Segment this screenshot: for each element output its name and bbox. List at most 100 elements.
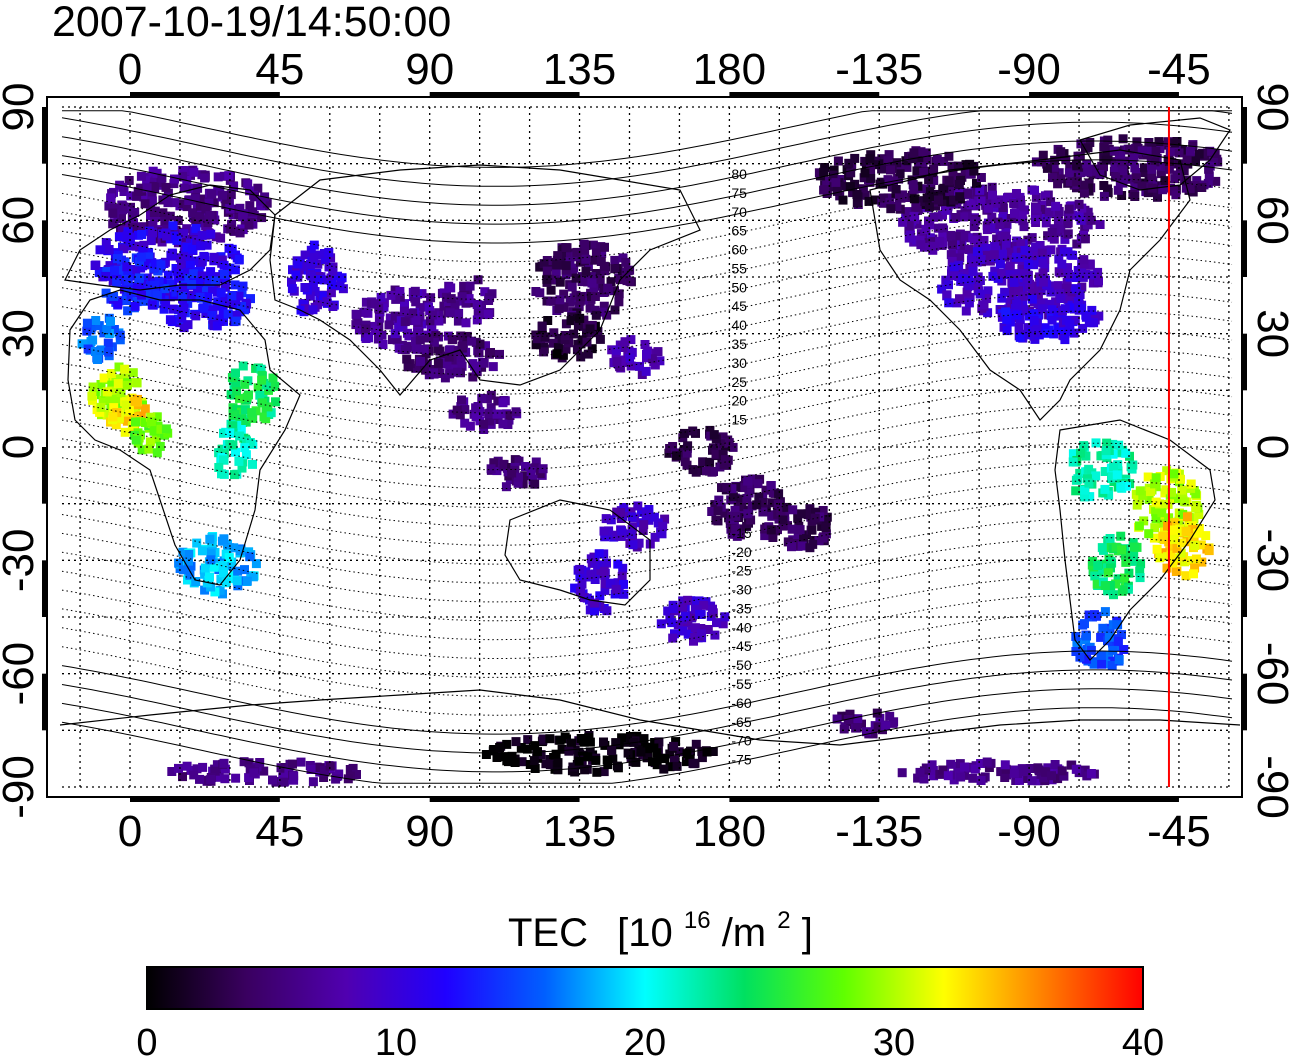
tec-cell	[262, 198, 272, 208]
tec-cell	[929, 241, 939, 251]
tec-cell	[1054, 254, 1064, 264]
magnetic-contour	[61, 159, 1233, 244]
tec-cell	[184, 196, 194, 205]
tec-cell	[929, 771, 939, 781]
tec-cell	[177, 313, 187, 323]
tec-cell	[1135, 486, 1145, 496]
tec-cell	[1085, 492, 1095, 502]
tec-cell	[194, 278, 204, 288]
tec-cell	[942, 291, 952, 301]
tec-cell	[558, 350, 568, 360]
tec-cell	[113, 379, 123, 389]
tec-cell	[1029, 248, 1039, 257]
tec-cell	[669, 741, 679, 751]
tec-cell	[955, 192, 965, 202]
tec-cell	[934, 195, 943, 205]
tec-cell	[579, 321, 589, 331]
tec-cell	[219, 428, 228, 438]
tec-cell	[614, 289, 624, 299]
tec-cell	[1111, 542, 1121, 552]
tec-cell	[1111, 579, 1121, 589]
tec-cell	[1038, 258, 1048, 268]
tec-cell	[196, 201, 205, 211]
tec-cell	[231, 773, 241, 783]
tec-cell	[1081, 312, 1091, 322]
tec-cell	[553, 251, 563, 261]
tec-cell	[915, 767, 925, 777]
tec-cell	[1191, 489, 1201, 499]
y-tick-label-right: -90	[1248, 755, 1292, 819]
tec-cell	[682, 749, 692, 759]
tec-cell	[452, 405, 462, 415]
tec-cell	[126, 241, 136, 251]
tec-cell	[511, 407, 521, 417]
tec-cell	[1051, 201, 1061, 211]
tec-cell	[1178, 509, 1188, 519]
tec-cell	[949, 770, 959, 780]
tec-cell	[1053, 281, 1063, 291]
tec-cell	[179, 303, 189, 313]
magnetic-label: 65	[731, 223, 747, 239]
tec-cell	[326, 273, 336, 283]
tec-cell	[177, 199, 187, 209]
tec-cell	[139, 240, 149, 250]
tec-cell	[188, 244, 197, 254]
tec-cell	[471, 403, 481, 413]
tec-cell	[354, 325, 364, 335]
tec-cell	[1020, 246, 1030, 255]
tec-cell	[132, 378, 142, 388]
tec-cell	[708, 604, 717, 614]
tec-cell	[909, 148, 919, 158]
tec-cell	[877, 154, 887, 164]
tec-cell	[688, 465, 698, 475]
tec-cell	[475, 339, 485, 349]
tec-cell	[590, 255, 600, 265]
tec-cell	[1189, 513, 1199, 523]
tec-cell	[973, 283, 983, 293]
tec-cell	[251, 559, 261, 569]
tec-cell	[1118, 134, 1128, 144]
tec-cell	[411, 315, 421, 325]
tec-cell	[928, 237, 938, 247]
tec-cell	[819, 167, 829, 177]
tec-cell	[328, 302, 338, 311]
tec-cell	[390, 329, 400, 339]
tec-cell	[1060, 234, 1070, 244]
x-tick-label-bottom: 45	[255, 807, 304, 856]
tec-cell	[697, 753, 707, 763]
tec-cell	[1171, 553, 1181, 563]
tec-cell	[1061, 155, 1071, 165]
tec-cell	[306, 271, 316, 281]
tec-cell	[225, 297, 235, 307]
tec-cell	[743, 476, 753, 486]
tec-cell	[850, 153, 860, 163]
tec-cell	[1193, 528, 1203, 538]
tec-cell	[832, 714, 842, 724]
tec-cell	[385, 313, 395, 323]
tec-cell	[889, 717, 899, 727]
tec-cell	[633, 501, 643, 511]
magnetic-label: 30	[731, 355, 747, 371]
tec-cell	[199, 278, 209, 288]
tec-cell	[201, 309, 211, 318]
tec-cell	[531, 340, 541, 350]
tec-cell	[799, 534, 809, 544]
tec-cell	[139, 296, 149, 306]
tec-cell	[811, 507, 821, 517]
tec-cell	[404, 308, 414, 318]
tec-cell	[591, 269, 601, 278]
tec-cell	[610, 255, 620, 265]
tec-cell	[235, 431, 245, 441]
magnetic-label: 25	[731, 374, 747, 390]
tec-cell	[881, 721, 891, 731]
tec-cell	[191, 311, 201, 321]
tec-cell	[1165, 146, 1175, 156]
tec-cell	[968, 267, 978, 276]
tec-cell	[309, 240, 319, 250]
tec-cell	[102, 266, 112, 276]
tec-cell	[488, 362, 498, 372]
tec-cell	[152, 448, 162, 458]
tec-cell	[234, 254, 244, 264]
tec-cell	[209, 198, 219, 208]
tec-cell	[548, 338, 558, 348]
